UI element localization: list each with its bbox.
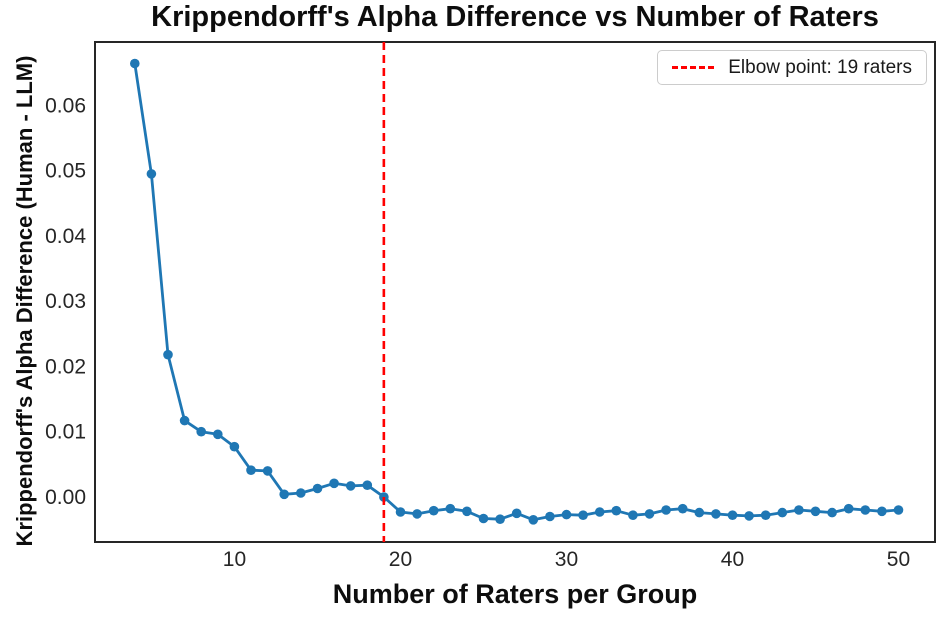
data-point [495,514,505,524]
data-point [296,488,306,498]
data-point [561,509,572,520]
legend-dashed-line-icon [672,66,715,69]
data-point [744,511,754,521]
y-tick-label: 0.03 [45,290,86,313]
x-tick-label: 40 [721,548,744,571]
y-tick-label: 0.01 [45,421,86,444]
data-point [528,515,539,525]
data-point [229,441,240,452]
data-point [694,507,705,518]
x-tick-label: 20 [389,548,412,571]
x-tick-label: 30 [555,548,578,571]
data-point [777,507,788,518]
data-point [727,510,738,520]
data-point [628,510,638,520]
y-tick-label: 0.00 [45,486,86,509]
data-point [877,506,887,517]
data-point [893,505,904,515]
data-point [279,489,290,500]
legend-label: Elbow point: 19 raters [728,56,912,78]
data-point [262,466,273,476]
data-point [196,426,206,437]
data-point [130,58,140,69]
x-tick-label: 10 [223,548,246,571]
data-point [760,510,771,520]
data-point [312,483,323,494]
plot-border [94,41,936,543]
data-point [246,465,256,476]
data-point [644,509,655,519]
legend: Elbow point: 19 raters [657,50,927,85]
data-point [545,511,555,522]
y-tick-label: 0.05 [45,160,86,183]
chart-title: Krippendorff's Alpha Difference vs Numbe… [151,1,879,33]
data-point [428,505,439,516]
x-tick-label: 50 [887,548,910,571]
data-point [445,503,456,514]
data-point [179,415,190,426]
data-point [345,481,356,491]
data-point [578,510,588,520]
y-tick-label: 0.06 [45,94,86,117]
y-tick-label: 0.04 [45,225,86,248]
data-point [611,505,622,516]
y-tick-label: 0.02 [45,355,86,378]
data-point [163,349,173,360]
data-point [794,505,804,515]
data-point [711,509,721,519]
data-point [843,503,854,514]
data-point [661,505,671,515]
data-point [412,509,422,519]
data-point [362,480,373,491]
data-point [860,505,871,515]
data-point [395,507,406,517]
data-point [478,513,489,524]
data-point [462,506,472,517]
data-point [213,429,223,440]
data-point [146,169,157,179]
data-point [329,478,339,489]
data-point [827,507,837,518]
data-point [511,508,522,519]
data-point [594,507,605,517]
data-point [810,506,821,517]
x-axis-label: Number of Raters per Group [332,579,698,609]
data-point [677,503,688,514]
data-line [133,63,899,522]
